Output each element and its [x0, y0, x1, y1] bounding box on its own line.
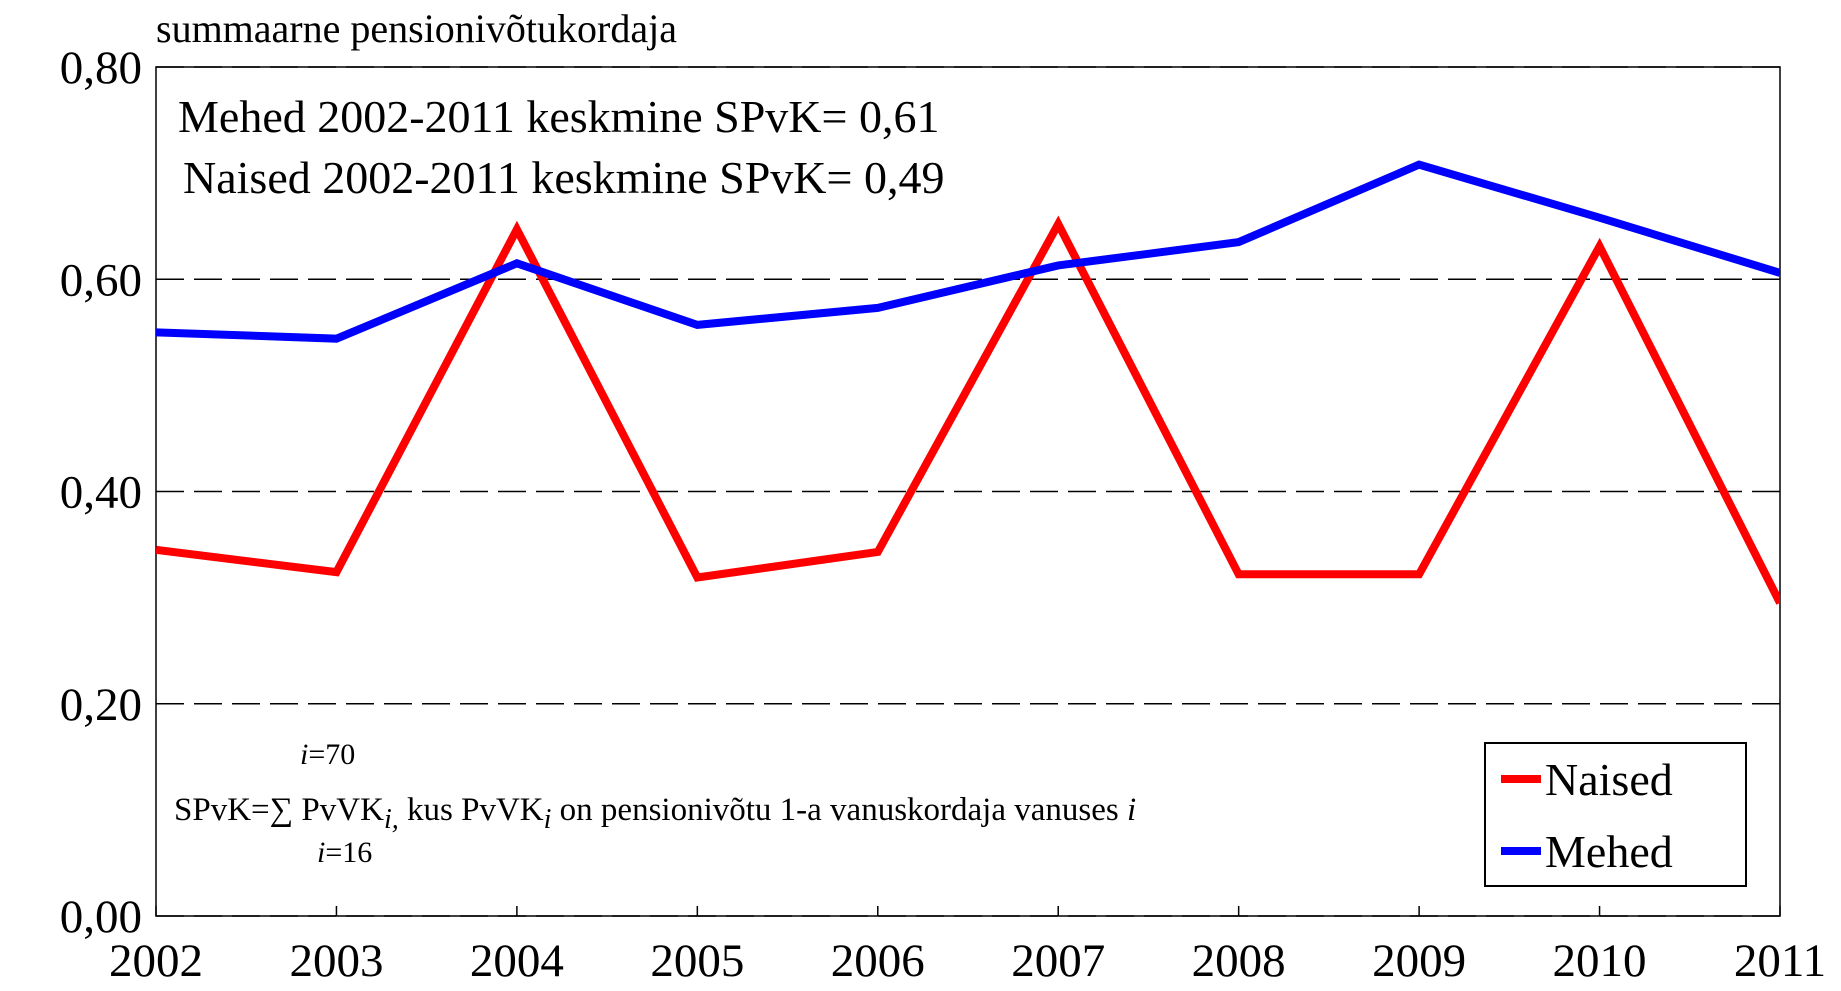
formula-part: i, [384, 804, 399, 835]
formula-part: =16 [325, 836, 372, 869]
annotation: Mehed 2002-2011 keskmine SPvK= 0,61 [178, 91, 939, 142]
formula-part: SPvK=∑ PvVK [174, 792, 384, 828]
formula-part: =70 [308, 738, 355, 771]
y-axis-title: summaarne pensionivõtukordaja [156, 6, 677, 51]
x-tick-label: 2006 [831, 935, 925, 986]
x-tick-label: 2007 [1011, 935, 1105, 986]
x-tick-label: 2009 [1372, 935, 1466, 986]
series-group [156, 160, 1780, 605]
formula-part: i [1127, 792, 1136, 828]
formula-part: kus PvVK [399, 792, 544, 828]
x-tick-label: 2010 [1553, 935, 1647, 986]
formula-main: SPvK=∑ PvVKi, kus PvVKi on pensionivõtu … [174, 792, 1136, 835]
y-tick-label: 0,80 [60, 42, 142, 94]
y-tick-label: 0,40 [60, 467, 142, 519]
legend-label: Naised [1545, 754, 1673, 805]
formula-part: i [544, 804, 552, 835]
formula-part: i [317, 836, 325, 869]
formula-below: i=16 [317, 836, 372, 869]
formula-part: on pensionivõtu 1-a vanuskordaja vanuses [551, 792, 1127, 828]
line-series [156, 215, 1780, 605]
y-tick-label: 0,60 [60, 254, 142, 306]
x-tick-label: 2011 [1734, 935, 1826, 986]
x-tick-label: 2008 [1192, 935, 1286, 986]
plot-frame [155, 66, 1781, 917]
legend-box [1484, 742, 1747, 887]
line-series [156, 160, 1780, 343]
x-tick-label: 2003 [289, 935, 383, 986]
x-tick-label: 2005 [650, 935, 744, 986]
y-tick-label: 0,00 [60, 891, 142, 943]
formula-above: i=70 [300, 738, 355, 771]
annotation: Naised 2002-2011 keskmine SPvK= 0,49 [183, 152, 944, 203]
x-tick-label: 2004 [470, 935, 564, 986]
legend-label: Mehed [1545, 826, 1673, 877]
x-tick-label: 2002 [109, 935, 203, 986]
formula-part: i [300, 738, 308, 771]
y-tick-label: 0,20 [60, 679, 142, 731]
